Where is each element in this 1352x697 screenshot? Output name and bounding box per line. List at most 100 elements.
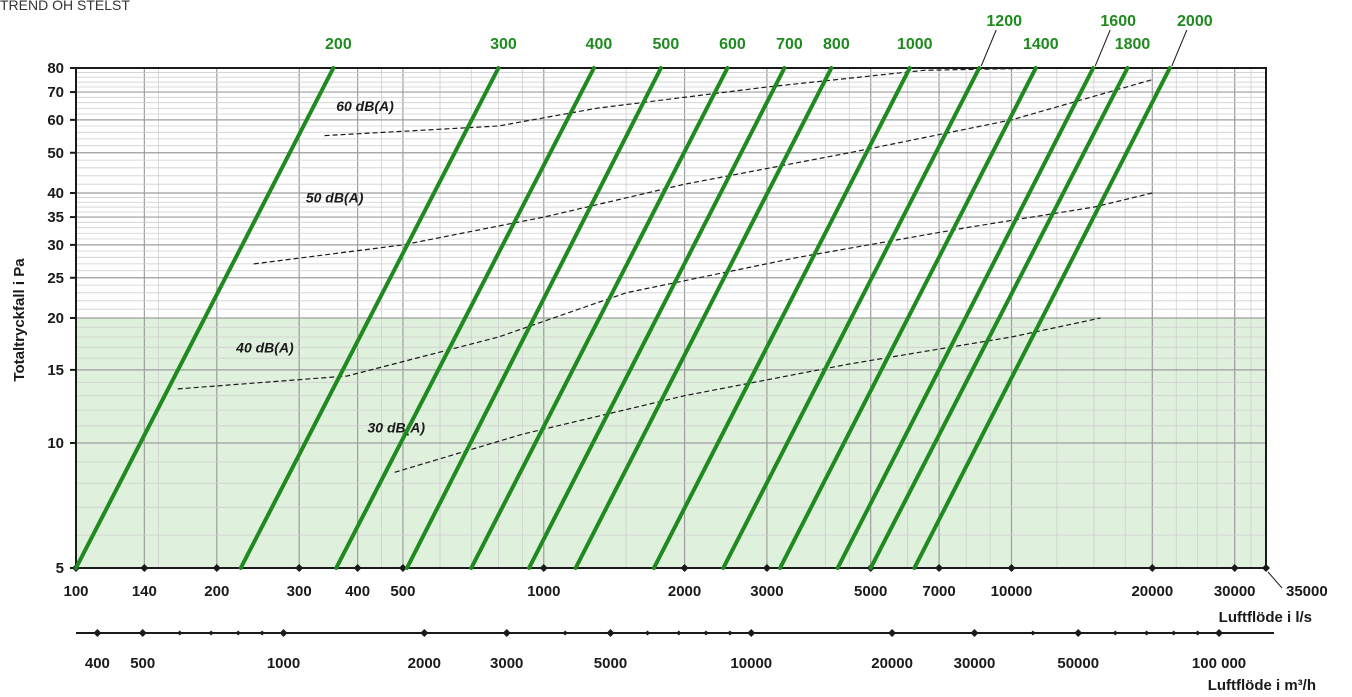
sound-curve [324,67,1153,137]
x-tick-label: 35000 [1286,583,1328,600]
x-tick-label: 10000 [991,583,1033,600]
x2-axis-label: Luftflöde i m³/h [1208,677,1316,694]
x2-tick-label: 5000 [594,655,627,672]
duct-label-leader [1171,29,1188,67]
duct-line [527,66,787,570]
x-tick-label: 1000 [527,583,560,600]
duct-line [573,66,834,570]
x2-marker [1144,630,1150,636]
duct-line [912,66,1172,570]
x2-marker [562,630,568,636]
x-tick-label: 400 [345,583,370,600]
y-tick-label: 60 [47,112,64,129]
sound-curve-label: 40 dB(A) [235,340,294,356]
duct-size-label: 2000 [1177,13,1213,30]
duct-line [651,66,912,570]
x2-marker [1074,629,1083,637]
x-tick-marker [1230,564,1239,572]
x2-marker [1112,630,1118,636]
x2-tick-label: 500 [130,655,155,672]
x-tick-label: 300 [287,583,312,600]
duct-line [74,66,336,570]
x-tick-marker [212,564,221,572]
x2-marker [177,630,183,636]
duct-line [404,66,663,570]
x2-marker [676,630,682,636]
duct-size-label: 400 [586,36,613,53]
x2-tick-label: 50000 [1057,655,1099,672]
x2-marker [606,629,615,637]
x2-marker [888,629,897,637]
duct-size-label: 1800 [1115,36,1151,53]
y-tick-label: 50 [47,145,64,162]
x-tick-label: 200 [204,583,229,600]
x2-marker [208,630,214,636]
y-tick-labels: 5 10 15 20 25 30 35 40 50 60 70 80 [47,60,76,577]
y-tick-label: 25 [47,270,64,287]
x-tick-marker [398,564,407,572]
x2-marker [703,630,709,636]
sound-curve [253,79,1153,265]
y-axis-label: Totaltryckfall i Pa [11,258,28,382]
x-tick-label: 500 [390,583,415,600]
duct-label-leader [1094,29,1111,67]
duct-label-leader [980,29,997,67]
duct-line [238,66,501,570]
x-tick-label: 7000 [922,583,955,600]
duct-line [334,66,596,570]
x2-marker [1195,630,1201,636]
duct-line [721,66,982,570]
y-tick-label: 15 [47,362,64,379]
duct-size-label: 600 [719,36,746,53]
x2-tick-label: 3000 [490,655,523,672]
x2-marker [138,629,147,637]
x2-tick-label: 20000 [871,655,913,672]
duct-size-label: 700 [776,36,803,53]
y-tick-label: 70 [47,84,64,101]
x2-marker [235,630,241,636]
y-tick-label: 35 [47,209,64,226]
x2-tick-label: 1000 [267,655,300,672]
x-tick-marker [539,564,548,572]
y-tick-label: 80 [47,60,64,77]
duct-line [835,66,1096,570]
duct-size-label: 300 [490,36,517,53]
sound-curve-label: 30 dB(A) [368,419,426,435]
x2-marker [970,629,979,637]
y-tick-label: 30 [47,237,64,254]
x2-marker [259,630,265,636]
x-tick-marker [935,564,944,572]
x-tick-marker [1148,564,1157,572]
x2-marker [747,629,756,637]
x2-marker [93,629,102,637]
x-tick-label: 2000 [668,583,701,600]
sound-curve-label: 60 dB(A) [336,98,394,114]
x2-tick-label: 10000 [730,655,772,672]
x2-marker [1215,629,1224,637]
x-tick-marker [353,564,362,572]
x2-marker [645,630,651,636]
x2-marker [420,629,429,637]
x-tick-marker [762,564,771,572]
sound-curve-label: 50 dB(A) [306,189,364,205]
x2-tick-label: 100 000 [1192,655,1246,672]
y-tick-label: 10 [47,435,64,452]
x2-marker [502,629,511,637]
x-tick-marker [680,564,689,572]
x-tick-marker [140,564,149,572]
x-tick-marker [295,564,304,572]
x-tick-marker [1262,564,1270,572]
x-tick-marker [1007,564,1016,572]
x-tick-label: 100 [63,583,88,600]
x2-tick-label: 2000 [408,655,441,672]
duct-line [469,66,730,570]
duct-size-label: 200 [325,36,352,53]
header-title: TREND OH STELST [0,0,130,13]
x2-marker [1030,630,1036,636]
y-tick-label: 5 [56,560,64,577]
sound-curve [177,192,1153,390]
x-tick-labels: 100 140 200 300 400 500 1000 2000 3000 5000 7000 10… [63,564,1328,600]
x-tick-leader [1267,571,1283,589]
